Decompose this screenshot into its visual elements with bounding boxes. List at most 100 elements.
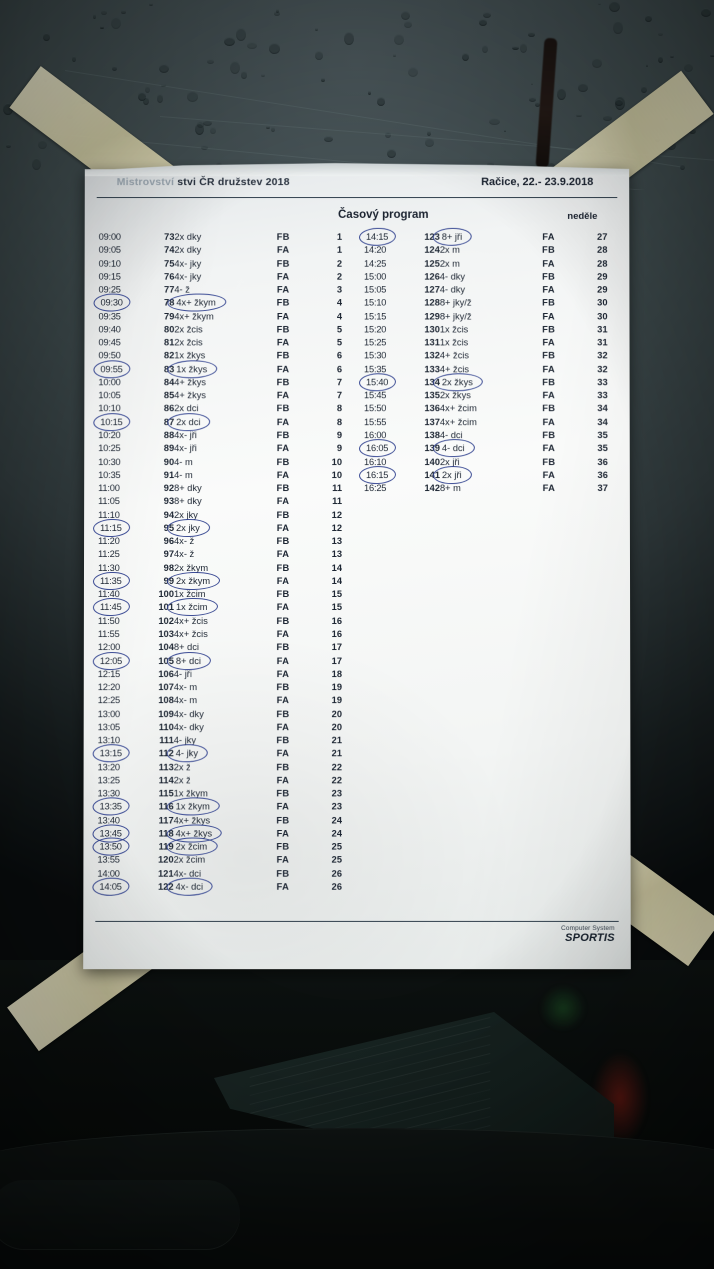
cell-number: 78: [164, 297, 175, 308]
cell-final: FA: [542, 363, 555, 374]
pen-circle-annotation: 14:05: [97, 881, 123, 894]
cell-race: 32: [597, 363, 608, 374]
cell-race: 16: [331, 615, 342, 626]
cell-race: 21: [331, 735, 342, 746]
cell-final: FB: [276, 403, 290, 414]
cell-time: 16:00: [363, 430, 387, 441]
cell-time: 12:25: [97, 695, 121, 706]
table-row: 09:15 76 4x- jky FA 2: [99, 270, 342, 283]
cell-number: 73: [164, 231, 175, 242]
cell-final: FB: [542, 403, 556, 414]
cell-race: 24: [331, 815, 342, 826]
cell-race: 20: [331, 708, 342, 719]
cell-race: 20: [331, 721, 342, 733]
cell-final: FB: [276, 589, 290, 600]
cell-race: 13: [331, 536, 343, 547]
cell-event: 2x žkys: [439, 390, 471, 401]
cell-final: FA: [276, 245, 290, 256]
cell-final: FB: [276, 297, 290, 308]
water-droplet: [578, 83, 588, 92]
cell-race: 12: [331, 509, 343, 520]
cell-time: 09:35: [98, 311, 121, 322]
table-row: 10:35 91 4- m FA 10: [98, 469, 342, 482]
cell-event: 8+ jři: [440, 231, 526, 244]
cell-final: FB: [542, 271, 556, 282]
cell-final: FA: [276, 721, 290, 733]
cell-number: 88: [163, 430, 175, 441]
cell-number: 90: [163, 456, 175, 467]
table-row: 12:00 104 8+ dci FB 17: [98, 641, 342, 654]
cell-race: 23: [331, 801, 342, 812]
cell-number: 81: [163, 337, 175, 348]
cell-final: FA: [276, 748, 290, 759]
cell-time: 09:40: [98, 324, 121, 335]
cell-time: 15:00: [363, 271, 387, 282]
cell-race: 2: [336, 258, 343, 269]
cell-time: 14:20: [363, 245, 387, 256]
cell-race: 6: [336, 363, 343, 374]
cell-final: FA: [542, 311, 555, 322]
cell-number: 113: [158, 761, 174, 772]
water-droplet: [401, 11, 410, 20]
cell-race: 28: [597, 245, 608, 256]
water-droplet: [247, 42, 257, 49]
cell-time: 14:00: [97, 868, 120, 879]
cell-number: 103: [158, 628, 174, 640]
water-droplet: [427, 131, 431, 136]
cell-final: FA: [542, 258, 555, 269]
pen-circle-annotation: 09:30: [98, 297, 124, 310]
pen-circle-annotation: 4x- dci: [174, 881, 205, 894]
cell-final: FB: [542, 456, 556, 467]
water-droplet: [548, 162, 556, 170]
cell-number: 138: [424, 430, 440, 441]
cell-time: 13:05: [97, 721, 120, 733]
cell-number: 91: [163, 469, 175, 480]
cell-number: 75: [164, 258, 175, 269]
cell-event: 4x- m: [173, 682, 198, 693]
cell-final: FA: [276, 775, 290, 786]
cell-final: FA: [276, 828, 290, 839]
cell-time: 15:40: [364, 376, 410, 389]
cell-final: FB: [276, 562, 290, 573]
cell-event: 4x- jky: [174, 271, 202, 282]
cell-final: FB: [542, 245, 556, 256]
cell-event: 2x m: [439, 258, 460, 269]
table-row: 09:30 78 4x+ žkym FB 4: [98, 297, 343, 310]
cell-number: 76: [164, 271, 175, 282]
cell-final: FB: [276, 456, 290, 467]
cell-time: 16:05: [364, 442, 410, 455]
cell-final: FB: [276, 868, 290, 879]
cell-number: 97: [163, 549, 175, 560]
cell-number: 110: [158, 721, 174, 733]
table-row: 14:05 122 4x- dci FA 26: [97, 881, 342, 894]
water-droplet: [149, 3, 154, 6]
cell-final: FB: [542, 350, 556, 361]
water-droplet: [112, 66, 118, 72]
water-droplet: [111, 17, 122, 30]
cell-race: 33: [597, 377, 608, 388]
cell-time: 11:10: [98, 509, 120, 520]
cell-number: 96: [163, 536, 175, 547]
cell-time: 10:10: [98, 403, 121, 414]
cell-time: 13:40: [97, 815, 120, 826]
pen-circle-annotation: 14:15: [364, 231, 390, 244]
cell-number: 111: [159, 735, 174, 746]
cell-event: 4+ žkys: [174, 390, 206, 401]
cell-final: FA: [276, 628, 290, 640]
cell-final: FB: [276, 815, 290, 826]
cell-event: 2x žkym: [173, 562, 209, 573]
cell-final: FA: [542, 469, 556, 480]
water-droplet: [203, 120, 213, 127]
cell-final: FB: [276, 430, 290, 441]
water-droplet: [615, 99, 623, 107]
cell-time: 09:15: [98, 271, 121, 282]
table-row: 13:20 113 2x ž FB 22: [98, 761, 342, 774]
cell-time: 09:05: [98, 245, 121, 256]
cell-time: 15:05: [363, 284, 387, 295]
table-row: 09:10 75 4x- jky FB 2: [99, 257, 342, 270]
table-row: 15:55 137 4x+ žcim FA 34: [364, 416, 608, 429]
cell-race: 15: [331, 589, 342, 600]
table-row: 12:15 106 4- jři FA 18: [98, 668, 342, 681]
cell-time: 09:55: [98, 363, 144, 376]
pen-circle-annotation: 4- jky: [174, 748, 200, 761]
